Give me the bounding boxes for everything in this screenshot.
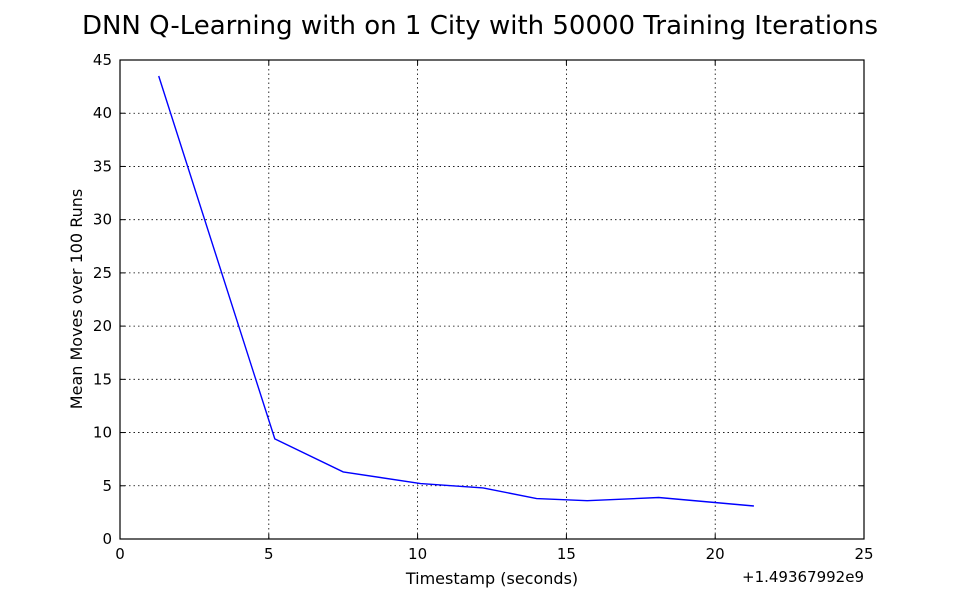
y-tick-label: 25 bbox=[93, 264, 112, 282]
y-tick-label: 20 bbox=[93, 317, 112, 335]
series-line-1 bbox=[158, 75, 754, 507]
x-tick-label: 0 bbox=[115, 545, 125, 563]
x-tick-label: 15 bbox=[557, 545, 576, 563]
y-tick-label: 5 bbox=[102, 477, 112, 495]
x-tick-label: 10 bbox=[408, 545, 427, 563]
y-tick-label: 30 bbox=[93, 211, 112, 229]
plot-frame bbox=[119, 59, 865, 540]
x-axis-label: Timestamp (seconds) bbox=[405, 569, 578, 588]
y-tick-label: 35 bbox=[93, 157, 112, 175]
x-tick-labels: 0 5 10 15 20 25 bbox=[115, 545, 873, 563]
y-tick-label: 40 bbox=[93, 104, 112, 122]
y-tick-labels: 0 5 10 15 20 25 30 35 40 45 bbox=[93, 51, 112, 548]
y-tick-label: 10 bbox=[93, 424, 112, 442]
x-offset-label: +1.49367992e9 bbox=[742, 568, 864, 586]
series-group bbox=[158, 75, 754, 507]
x-tick-label: 25 bbox=[854, 545, 873, 563]
y-tick-label: 0 bbox=[102, 530, 112, 548]
y-axis-label: Mean Moves over 100 Runs bbox=[67, 189, 86, 409]
grid-lines bbox=[120, 60, 864, 539]
axis-ticks bbox=[119, 59, 865, 540]
x-tick-label: 5 bbox=[264, 545, 274, 563]
x-tick-label: 20 bbox=[706, 545, 725, 563]
y-tick-label: 45 bbox=[93, 51, 112, 69]
chart-title: DNN Q-Learning with on 1 City with 50000… bbox=[82, 11, 878, 41]
y-tick-label: 15 bbox=[93, 370, 112, 388]
